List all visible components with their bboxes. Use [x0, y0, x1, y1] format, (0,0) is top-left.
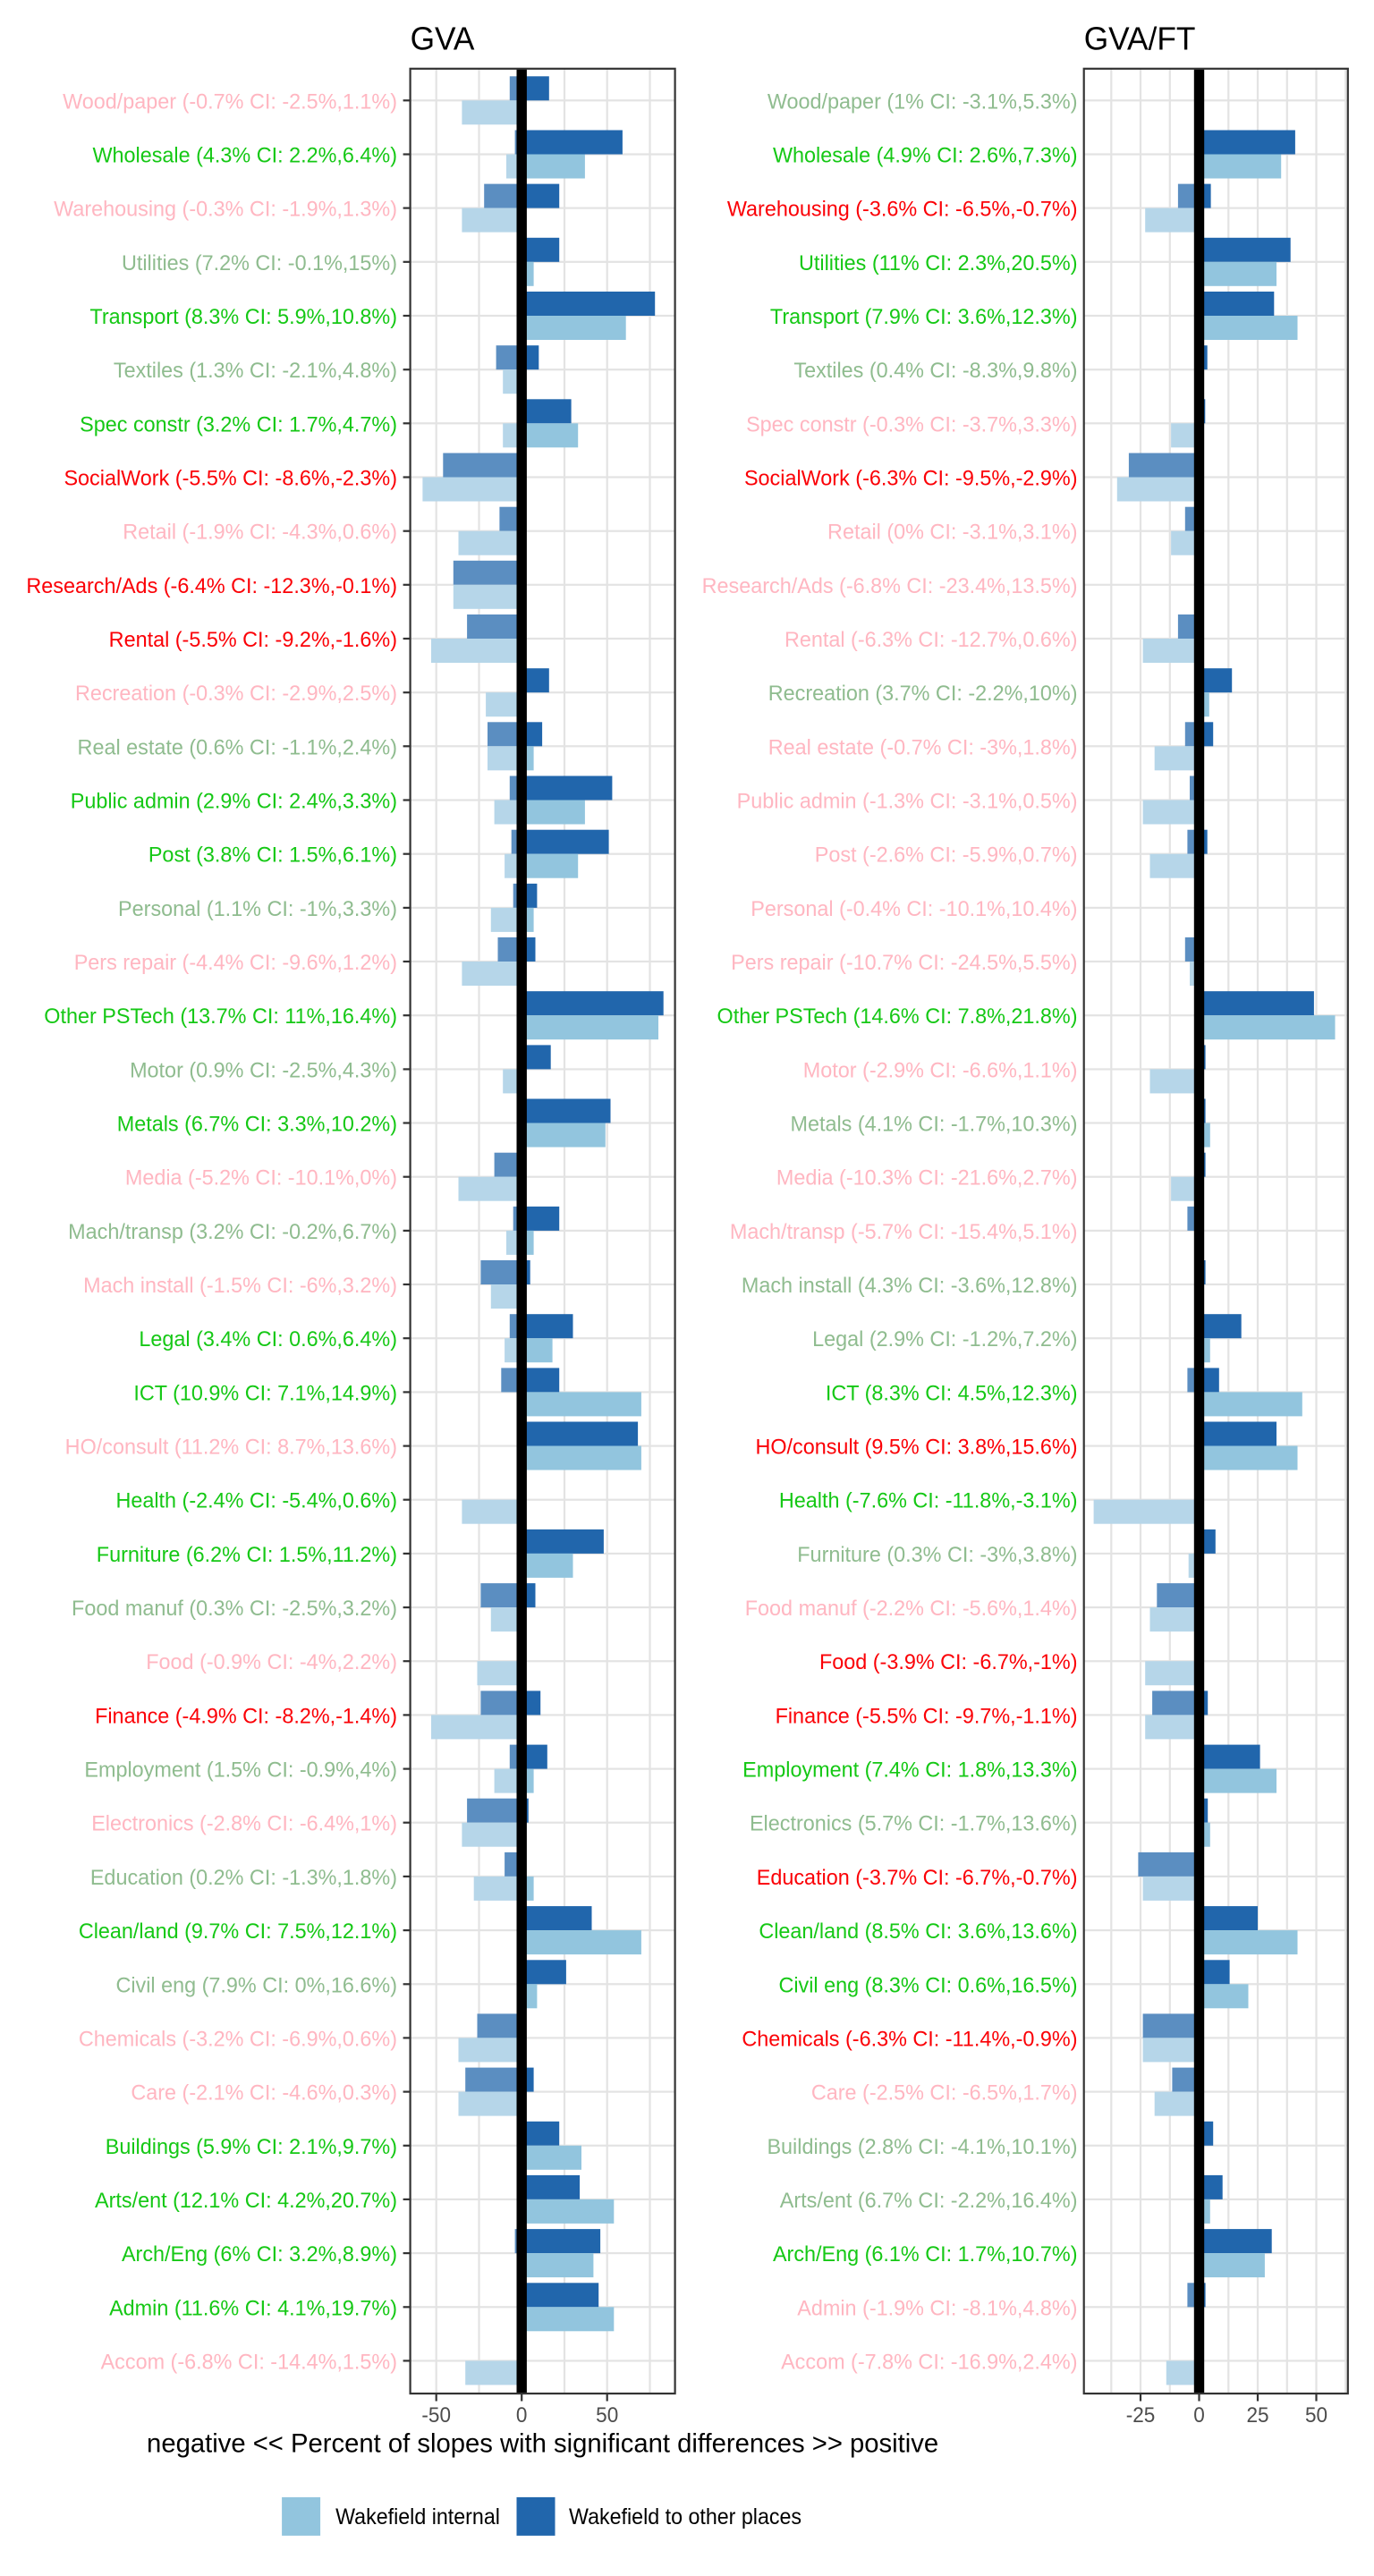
svg-text:Finance (-4.9% CI: -8.2%,-1.4%: Finance (-4.9% CI: -8.2%,-1.4%): [95, 1705, 397, 1728]
svg-text:Buildings (5.9% CI: 2.1%,9.7%): Buildings (5.9% CI: 2.1%,9.7%): [106, 2136, 397, 2159]
svg-text:Food (-0.9% CI: -4%,2.2%): Food (-0.9% CI: -4%,2.2%): [146, 1651, 397, 1674]
svg-text:Employment (1.5% CI: -0.9%,4%): Employment (1.5% CI: -0.9%,4%): [84, 1758, 397, 1782]
svg-text:Personal (1.1% CI: -1%,3.3%): Personal (1.1% CI: -1%,3.3%): [118, 898, 397, 921]
svg-text:Research/Ads (-6.4% CI: -12.3%: Research/Ads (-6.4% CI: -12.3%,-0.1%): [26, 575, 397, 598]
svg-text:ICT (10.9% CI: 7.1%,14.9%): ICT (10.9% CI: 7.1%,14.9%): [133, 1382, 397, 1405]
svg-text:Research/Ads (-6.8% CI: -23.4%: Research/Ads (-6.8% CI: -23.4%,13.5%): [702, 575, 1078, 598]
svg-text:Arts/ent (12.1% CI: 4.2%,20.7%: Arts/ent (12.1% CI: 4.2%,20.7%): [95, 2190, 397, 2213]
svg-text:Wakefield to other places: Wakefield to other places: [569, 2504, 802, 2529]
svg-text:25: 25: [1246, 2402, 1268, 2427]
svg-text:-25: -25: [1126, 2402, 1156, 2427]
svg-text:Care (-2.1% CI: -4.6%,0.3%): Care (-2.1% CI: -4.6%,0.3%): [131, 2081, 397, 2105]
svg-text:Utilities (7.2% CI: -0.1%,15%): Utilities (7.2% CI: -0.1%,15%): [122, 252, 397, 275]
svg-text:Legal (2.9% CI: -1.2%,7.2%): Legal (2.9% CI: -1.2%,7.2%): [812, 1328, 1077, 1352]
svg-text:Electronics (5.7% CI: -1.7%,13: Electronics (5.7% CI: -1.7%,13.6%): [750, 1812, 1078, 1835]
svg-text:Warehousing (-3.6% CI: -6.5%,-: Warehousing (-3.6% CI: -6.5%,-0.7%): [727, 198, 1078, 221]
svg-text:Real estate (-0.7% CI: -3%,1.8: Real estate (-0.7% CI: -3%,1.8%): [768, 736, 1078, 759]
svg-text:Arch/Eng (6.1% CI: 1.7%,10.7%): Arch/Eng (6.1% CI: 1.7%,10.7%): [773, 2243, 1078, 2267]
svg-text:Other PSTech (13.7% CI: 11%,16: Other PSTech (13.7% CI: 11%,16.4%): [44, 1005, 397, 1029]
svg-text:Wholesale (4.9% CI: 2.6%,7.3%): Wholesale (4.9% CI: 2.6%,7.3%): [773, 144, 1078, 167]
svg-text:Chemicals (-3.2% CI: -6.9%,0.6: Chemicals (-3.2% CI: -6.9%,0.6%): [79, 2028, 397, 2051]
svg-text:Transport (8.3% CI: 5.9%,10.8%: Transport (8.3% CI: 5.9%,10.8%): [89, 306, 397, 329]
svg-text:GVA/FT: GVA/FT: [1084, 21, 1196, 56]
svg-text:Warehousing (-0.3% CI: -1.9%,1: Warehousing (-0.3% CI: -1.9%,1.3%): [54, 198, 397, 221]
svg-text:Education (0.2% CI: -1.3%,1.8%: Education (0.2% CI: -1.3%,1.8%): [90, 1867, 397, 1890]
svg-text:Retail (0% CI: -3.1%,3.1%): Retail (0% CI: -3.1%,3.1%): [827, 521, 1077, 544]
svg-text:Motor (0.9% CI: -2.5%,4.3%): Motor (0.9% CI: -2.5%,4.3%): [130, 1059, 397, 1082]
svg-text:Rental (-6.3% CI: -12.7%,0.6%): Rental (-6.3% CI: -12.7%,0.6%): [785, 629, 1078, 652]
svg-text:Wholesale (4.3% CI: 2.2%,6.4%): Wholesale (4.3% CI: 2.2%,6.4%): [92, 144, 397, 167]
svg-text:Media (-10.3% CI: -21.6%,2.7%): Media (-10.3% CI: -21.6%,2.7%): [776, 1166, 1078, 1190]
svg-text:Buildings (2.8% CI: -4.1%,10.1: Buildings (2.8% CI: -4.1%,10.1%): [767, 2136, 1077, 2159]
svg-text:Clean/land (9.7% CI: 7.5%,12.1: Clean/land (9.7% CI: 7.5%,12.1%): [79, 1920, 397, 1944]
svg-text:Wood/paper (-0.7% CI: -2.5%,1.: Wood/paper (-0.7% CI: -2.5%,1.1%): [63, 90, 397, 114]
svg-text:Furniture (0.3% CI: -3%,3.8%): Furniture (0.3% CI: -3%,3.8%): [797, 1544, 1077, 1567]
svg-text:Metals (6.7% CI: 3.3%,10.2%): Metals (6.7% CI: 3.3%,10.2%): [117, 1113, 397, 1136]
svg-text:Spec constr (-0.3% CI: -3.7%,3: Spec constr (-0.3% CI: -3.7%,3.3%): [746, 413, 1077, 436]
svg-text:Textiles (0.4% CI: -8.3%,9.8%): Textiles (0.4% CI: -8.3%,9.8%): [793, 360, 1077, 383]
svg-text:Admin (11.6% CI: 4.1%,19.7%): Admin (11.6% CI: 4.1%,19.7%): [109, 2297, 397, 2320]
svg-text:Clean/land (8.5% CI: 3.6%,13.6: Clean/land (8.5% CI: 3.6%,13.6%): [759, 1920, 1077, 1944]
svg-text:Pers repair (-4.4% CI: -9.6%,1: Pers repair (-4.4% CI: -9.6%,1.2%): [74, 952, 397, 975]
svg-text:Spec constr (3.2% CI: 1.7%,4.7: Spec constr (3.2% CI: 1.7%,4.7%): [80, 413, 397, 436]
svg-text:Mach install (-1.5% CI: -6%,3.: Mach install (-1.5% CI: -6%,3.2%): [83, 1275, 397, 1298]
svg-text:SocialWork (-6.3% CI: -9.5%,-2: SocialWork (-6.3% CI: -9.5%,-2.9%): [744, 467, 1078, 490]
svg-text:Mach install (4.3% CI: -3.6%,1: Mach install (4.3% CI: -3.6%,12.8%): [742, 1275, 1078, 1298]
svg-text:Finance (-5.5% CI: -9.7%,-1.1%: Finance (-5.5% CI: -9.7%,-1.1%): [776, 1705, 1078, 1728]
svg-text:HO/consult (11.2% CI: 8.7%,13.: HO/consult (11.2% CI: 8.7%,13.6%): [65, 1436, 397, 1459]
svg-text:Accom (-6.8% CI: -14.4%,1.5%): Accom (-6.8% CI: -14.4%,1.5%): [101, 2351, 397, 2374]
svg-text:Health (-2.4% CI: -5.4%,0.6%): Health (-2.4% CI: -5.4%,0.6%): [115, 1489, 397, 1513]
svg-text:Wakefield internal: Wakefield internal: [335, 2504, 500, 2529]
svg-text:Electronics (-2.8% CI: -6.4%,1: Electronics (-2.8% CI: -6.4%,1%): [91, 1812, 397, 1835]
svg-text:Accom (-7.8% CI: -16.9%,2.4%): Accom (-7.8% CI: -16.9%,2.4%): [781, 2351, 1077, 2374]
svg-text:HO/consult (9.5% CI: 3.8%,15.6: HO/consult (9.5% CI: 3.8%,15.6%): [755, 1436, 1077, 1459]
svg-text:SocialWork (-5.5% CI: -8.6%,-2: SocialWork (-5.5% CI: -8.6%,-2.3%): [64, 467, 397, 490]
svg-text:Recreation (3.7% CI: -2.2%,10%: Recreation (3.7% CI: -2.2%,10%): [768, 682, 1078, 706]
svg-text:Recreation (-0.3% CI: -2.9%,2.: Recreation (-0.3% CI: -2.9%,2.5%): [75, 682, 397, 706]
svg-text:50: 50: [596, 2402, 618, 2427]
svg-text:negative << Percent of slopes: negative << Percent of slopes with signi…: [147, 2428, 938, 2458]
svg-text:Health (-7.6% CI: -11.8%,-3.1%: Health (-7.6% CI: -11.8%,-3.1%): [779, 1489, 1078, 1513]
svg-text:Mach/transp (3.2% CI: -0.2%,6.: Mach/transp (3.2% CI: -0.2%,6.7%): [68, 1221, 397, 1244]
svg-text:Public admin (2.9% CI: 2.4%,3.: Public admin (2.9% CI: 2.4%,3.3%): [71, 790, 397, 813]
svg-text:Food (-3.9% CI: -6.7%,-1%): Food (-3.9% CI: -6.7%,-1%): [819, 1651, 1078, 1674]
svg-text:Public admin (-1.3% CI: -3.1%,: Public admin (-1.3% CI: -3.1%,0.5%): [737, 790, 1078, 813]
svg-text:50: 50: [1305, 2402, 1327, 2427]
svg-text:GVA: GVA: [411, 21, 475, 56]
svg-text:Legal (3.4% CI: 0.6%,6.4%): Legal (3.4% CI: 0.6%,6.4%): [139, 1328, 397, 1352]
svg-text:Arts/ent (6.7% CI: -2.2%,16.4%: Arts/ent (6.7% CI: -2.2%,16.4%): [780, 2190, 1078, 2213]
svg-text:Transport (7.9% CI: 3.6%,12.3%: Transport (7.9% CI: 3.6%,12.3%): [770, 306, 1078, 329]
svg-text:0: 0: [516, 2402, 528, 2427]
svg-text:ICT (8.3% CI: 4.5%,12.3%): ICT (8.3% CI: 4.5%,12.3%): [826, 1382, 1078, 1405]
svg-text:0: 0: [1193, 2402, 1205, 2427]
svg-text:Motor (-2.9% CI: -6.6%,1.1%): Motor (-2.9% CI: -6.6%,1.1%): [803, 1059, 1078, 1082]
svg-text:Textiles (1.3% CI: -2.1%,4.8%): Textiles (1.3% CI: -2.1%,4.8%): [114, 360, 397, 383]
svg-text:Admin (-1.9% CI: -8.1%,4.8%): Admin (-1.9% CI: -8.1%,4.8%): [797, 2297, 1077, 2320]
svg-text:Retail (-1.9% CI: -4.3%,0.6%): Retail (-1.9% CI: -4.3%,0.6%): [123, 521, 397, 544]
svg-text:Civil eng (8.3% CI: 0.6%,16.5%: Civil eng (8.3% CI: 0.6%,16.5%): [778, 1974, 1077, 1997]
svg-text:Wood/paper (1% CI: -3.1%,5.3%): Wood/paper (1% CI: -3.1%,5.3%): [768, 90, 1078, 114]
svg-text:Food manuf (0.3% CI: -2.5%,3.2: Food manuf (0.3% CI: -2.5%,3.2%): [72, 1597, 397, 1621]
svg-text:Utilities (11% CI: 2.3%,20.5%): Utilities (11% CI: 2.3%,20.5%): [799, 252, 1077, 275]
svg-text:Employment (7.4% CI: 1.8%,13.3: Employment (7.4% CI: 1.8%,13.3%): [742, 1758, 1077, 1782]
svg-text:Arch/Eng (6% CI: 3.2%,8.9%): Arch/Eng (6% CI: 3.2%,8.9%): [122, 2243, 397, 2267]
svg-text:Post (3.8% CI: 1.5%,6.1%): Post (3.8% CI: 1.5%,6.1%): [148, 843, 397, 867]
svg-text:Personal (-0.4% CI: -10.1%,10.: Personal (-0.4% CI: -10.1%,10.4%): [751, 898, 1077, 921]
svg-text:Media (-5.2% CI: -10.1%,0%): Media (-5.2% CI: -10.1%,0%): [125, 1166, 397, 1190]
svg-text:-50: -50: [421, 2402, 451, 2427]
svg-text:Post (-2.6% CI: -5.9%,0.7%): Post (-2.6% CI: -5.9%,0.7%): [815, 843, 1078, 867]
svg-text:Mach/transp (-5.7% CI: -15.4%,: Mach/transp (-5.7% CI: -15.4%,5.1%): [730, 1221, 1078, 1244]
svg-text:Civil eng (7.9% CI: 0%,16.6%): Civil eng (7.9% CI: 0%,16.6%): [115, 1974, 397, 1997]
svg-text:Real estate (0.6% CI: -1.1%,2.: Real estate (0.6% CI: -1.1%,2.4%): [78, 736, 397, 759]
svg-text:Food manuf (-2.2% CI: -5.6%,1.: Food manuf (-2.2% CI: -5.6%,1.4%): [745, 1597, 1078, 1621]
svg-text:Pers repair (-10.7% CI: -24.5%: Pers repair (-10.7% CI: -24.5%,5.5%): [731, 952, 1077, 975]
svg-text:Furniture (6.2% CI: 1.5%,11.2%: Furniture (6.2% CI: 1.5%,11.2%): [97, 1544, 397, 1567]
svg-text:Chemicals (-6.3% CI: -11.4%,-0: Chemicals (-6.3% CI: -11.4%,-0.9%): [742, 2028, 1077, 2051]
svg-text:Care (-2.5% CI: -6.5%,1.7%): Care (-2.5% CI: -6.5%,1.7%): [811, 2081, 1078, 2105]
svg-text:Other PSTech (14.6% CI: 7.8%,2: Other PSTech (14.6% CI: 7.8%,21.8%): [717, 1005, 1078, 1029]
svg-text:Education (-3.7% CI: -6.7%,-0.: Education (-3.7% CI: -6.7%,-0.7%): [757, 1867, 1078, 1890]
svg-text:Metals (4.1% CI: -1.7%,10.3%): Metals (4.1% CI: -1.7%,10.3%): [790, 1113, 1077, 1136]
svg-text:Rental (-5.5% CI: -9.2%,-1.6%): Rental (-5.5% CI: -9.2%,-1.6%): [109, 629, 397, 652]
